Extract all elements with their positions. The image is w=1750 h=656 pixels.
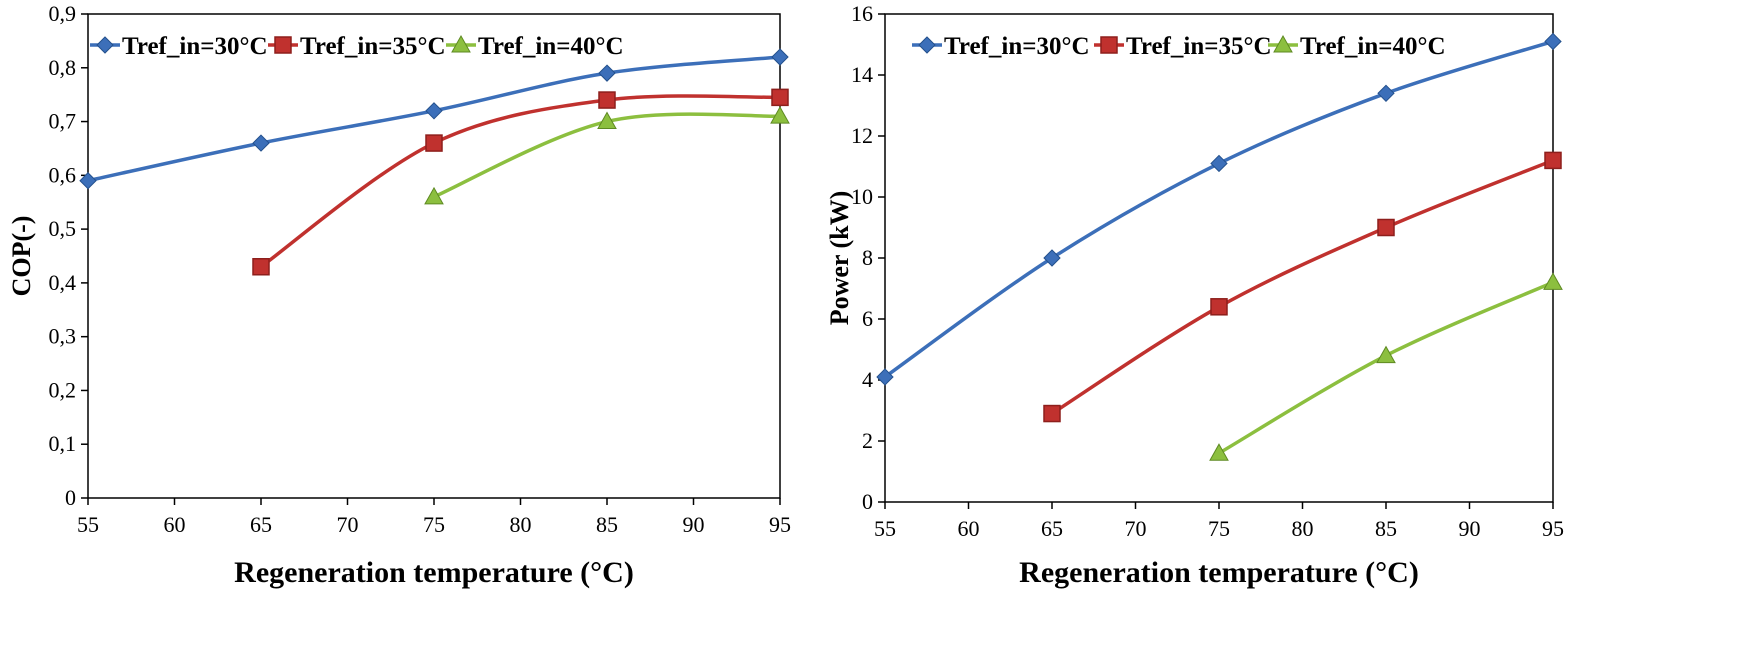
x-tick-label: 60 <box>958 516 980 541</box>
legend-marker <box>274 36 292 54</box>
data-point <box>598 64 616 82</box>
y-tick-label: 6 <box>862 306 873 331</box>
y-axis-title: COP(-) <box>7 216 36 297</box>
x-axis-title: Regeneration temperature (°C) <box>1019 556 1419 589</box>
y-tick-label: 0,3 <box>49 324 77 349</box>
data-point <box>876 368 894 386</box>
legend-label: Tref_in=30°C <box>944 33 1090 60</box>
legend-label: Tref_in=40°C <box>478 33 624 60</box>
x-tick-label: 55 <box>77 512 99 537</box>
data-point <box>1377 84 1395 103</box>
y-tick-label: 4 <box>862 367 873 392</box>
y-tick-label: 0,1 <box>49 431 77 456</box>
data-point <box>424 186 444 205</box>
x-tick-label: 75 <box>423 512 445 537</box>
y-tick-label: 8 <box>862 245 873 270</box>
y-tick-label: 16 <box>851 1 873 26</box>
x-tick-label: 80 <box>510 512 532 537</box>
x-tick-label: 65 <box>1041 516 1063 541</box>
y-tick-label: 0,8 <box>49 55 77 80</box>
data-point <box>598 91 616 109</box>
data-point <box>771 88 789 107</box>
y-tick-label: 0,9 <box>49 1 77 26</box>
y-tick-label: 14 <box>851 62 873 87</box>
data-point <box>79 172 97 190</box>
series-line <box>883 39 1555 379</box>
y-tick-label: 0,6 <box>49 162 77 187</box>
series-line <box>1050 158 1555 416</box>
x-tick-label: 90 <box>1459 516 1481 541</box>
chart-2: 0 2 4 6 8 10 12 14 16 55 60 65 70 75 80 85 90 95 Regenerat… <box>825 1 1564 589</box>
data-point <box>252 258 270 276</box>
x-tick-label: 95 <box>769 512 791 537</box>
data-point <box>1210 154 1228 173</box>
series-3 <box>424 106 790 205</box>
chart-1: 0 0,1 0,2 0,3 0,4 0,5 0,6 0,7 0,8 0,9 55 60 65 70 75 80… <box>7 1 791 589</box>
data-point <box>1377 218 1395 237</box>
legend-label: Tref_in=35°C <box>1126 33 1272 60</box>
legend-marker <box>1273 34 1293 53</box>
y-tick-label: 10 <box>851 184 873 209</box>
y-tick-label: 0,5 <box>49 216 77 241</box>
data-point <box>425 102 443 120</box>
data-point <box>1210 298 1228 316</box>
y-tick-label: 0 <box>65 485 76 510</box>
legend-label: Tref_in=35°C <box>300 33 446 60</box>
legend-label: Tref_in=40°C <box>1300 33 1446 60</box>
x-tick-label: 95 <box>1542 516 1564 541</box>
x-tick-label: 80 <box>1292 516 1314 541</box>
data-point <box>1376 345 1396 364</box>
x-axis-title: Regeneration temperature (°C) <box>234 556 634 589</box>
data-point <box>1544 32 1562 51</box>
y-tick-label: 0,4 <box>49 270 77 295</box>
data-point <box>1209 443 1229 461</box>
x-tick-label: 85 <box>596 512 618 537</box>
series-2 <box>252 88 789 276</box>
x-tick-label: 60 <box>164 512 186 537</box>
x-tick-label: 55 <box>874 516 896 541</box>
x-tick-label: 65 <box>250 512 272 537</box>
series-2 <box>1043 151 1562 423</box>
y-axis-title: Power (kW) <box>825 191 854 326</box>
data-point <box>770 106 790 124</box>
data-point <box>1043 249 1061 267</box>
series-line <box>1217 280 1555 455</box>
legend: Tref_in=30°C Tref_in=35°C Tref_in=40°C <box>90 33 624 60</box>
data-point <box>1043 404 1061 423</box>
series-1 <box>79 48 789 190</box>
x-tick-label: 70 <box>337 512 359 537</box>
series-3 <box>1209 272 1563 461</box>
y-tick-label: 0 <box>862 489 873 514</box>
legend-marker <box>1100 36 1118 54</box>
x-tick-label: 75 <box>1208 516 1230 541</box>
x-tick-label: 90 <box>683 512 705 537</box>
data-point <box>425 134 443 152</box>
legend-label: Tref_in=30°C <box>122 33 268 60</box>
y-tick-label: 12 <box>851 123 873 148</box>
x-tick-label: 70 <box>1125 516 1147 541</box>
y-tick-label: 2 <box>862 428 873 453</box>
legend-marker <box>96 36 114 54</box>
plot-area-frame <box>884 13 1554 503</box>
legend-marker <box>451 34 471 53</box>
data-point <box>1544 151 1562 170</box>
x-tick-label: 85 <box>1375 516 1397 541</box>
data-point <box>1543 272 1563 290</box>
data-point <box>597 111 617 130</box>
legend-marker <box>918 36 936 54</box>
data-point <box>252 134 270 152</box>
plot-area-frame <box>87 13 781 499</box>
y-tick-label: 0,7 <box>49 109 77 134</box>
y-tick-label: 0,2 <box>49 377 77 402</box>
series-1 <box>876 32 1562 386</box>
series-line <box>259 94 782 269</box>
legend: Tref_in=30°C Tref_in=35°C Tref_in=40°C <box>912 33 1446 60</box>
data-point <box>771 48 789 66</box>
